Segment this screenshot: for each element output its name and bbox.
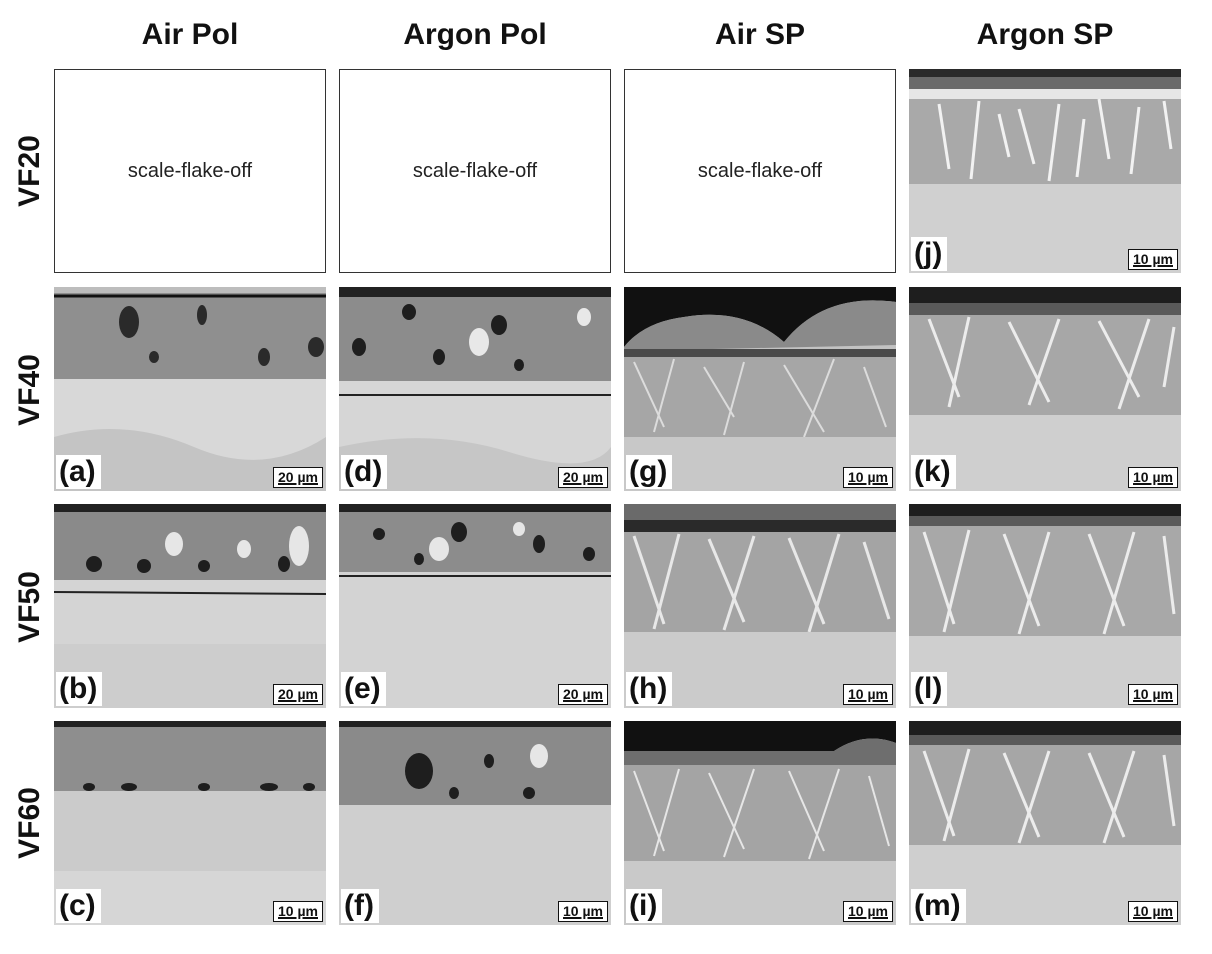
scale-bar-label: 20 µm: [563, 686, 603, 702]
micrograph-image: [909, 721, 1181, 925]
scale-bar-label: 20 µm: [278, 686, 318, 702]
column-header-air-sp: Air SP: [714, 18, 806, 51]
column-header-argon-pol: Argon Pol: [403, 18, 547, 51]
panel-letter: (a): [56, 455, 101, 489]
panel-c: (c) 10 µm: [54, 721, 326, 925]
micrograph-image: [909, 287, 1181, 491]
scale-bar-label: 10 µm: [848, 686, 888, 702]
micrograph-image: [339, 287, 611, 491]
scale-bar: 10 µm: [843, 467, 893, 488]
column-header-argon-sp: Argon SP: [976, 18, 1114, 51]
panel-letter: (l): [911, 672, 948, 706]
panel-k: (k) 10 µm: [909, 287, 1181, 491]
micrograph-image: [909, 504, 1181, 708]
scale-bar: 10 µm: [843, 684, 893, 705]
panel-letter: (d): [341, 455, 388, 489]
panel-f: (f) 10 µm: [339, 721, 611, 925]
scale-bar: 10 µm: [843, 901, 893, 922]
panel-i: (i) 10 µm: [624, 721, 896, 925]
panel-l: (l) 10 µm: [909, 504, 1181, 708]
panel-h: (h) 10 µm: [624, 504, 896, 708]
scale-bar: 20 µm: [558, 684, 608, 705]
panel-letter: (h): [626, 672, 673, 706]
scale-bar: 20 µm: [273, 467, 323, 488]
scale-bar-label: 10 µm: [278, 903, 318, 919]
scale-bar-label: 10 µm: [563, 903, 603, 919]
panel-vf20-air-pol: scale-flake-off: [54, 69, 326, 273]
row-header-vf20: VF20: [13, 135, 46, 207]
micrograph-image: [624, 504, 896, 708]
scale-bar: 10 µm: [558, 901, 608, 922]
scale-bar-label: 10 µm: [1133, 903, 1173, 919]
scale-flake-off-label: scale-flake-off: [697, 160, 823, 182]
scale-bar-label: 10 µm: [1133, 469, 1173, 485]
panel-e: (e) 20 µm: [339, 504, 611, 708]
panel-vf20-air-sp: scale-flake-off: [624, 69, 896, 273]
scale-flake-off-label: scale-flake-off: [412, 160, 538, 182]
micrograph-image: [54, 504, 326, 708]
scale-bar-label: 20 µm: [278, 469, 318, 485]
panel-b: (b) 20 µm: [54, 504, 326, 708]
micrograph-image: [624, 721, 896, 925]
scale-bar-label: 10 µm: [1133, 251, 1173, 267]
panel-letter: (j): [911, 237, 948, 271]
panel-letter: (b): [56, 672, 103, 706]
scale-bar: 10 µm: [1128, 901, 1178, 922]
scale-bar: 10 µm: [1128, 684, 1178, 705]
micrograph-image: [54, 721, 326, 925]
row-header-vf50: VF50: [13, 571, 46, 643]
micrograph-image: [909, 69, 1181, 273]
row-header-vf60: VF60: [13, 787, 46, 859]
scale-flake-off-label: scale-flake-off: [127, 160, 253, 182]
panel-letter: (i): [626, 889, 663, 923]
panel-letter: (k): [911, 455, 956, 489]
scale-bar: 20 µm: [558, 467, 608, 488]
panel-vf20-argon-pol: scale-flake-off: [339, 69, 611, 273]
scale-bar: 10 µm: [1128, 467, 1178, 488]
row-header-vf40: VF40: [13, 354, 46, 426]
scale-bar: 10 µm: [273, 901, 323, 922]
panel-g: (g) 10 µm: [624, 287, 896, 491]
panel-a: (a) 20 µm: [54, 287, 326, 491]
micrograph-image: [339, 721, 611, 925]
panel-letter: (c): [56, 889, 101, 923]
panel-letter: (m): [911, 889, 966, 923]
panel-letter: (f): [341, 889, 379, 923]
panel-letter: (e): [341, 672, 386, 706]
column-header-air-pol: Air Pol: [141, 18, 239, 51]
scale-bar-label: 10 µm: [848, 469, 888, 485]
scale-bar-label: 20 µm: [563, 469, 603, 485]
scale-bar-label: 10 µm: [848, 903, 888, 919]
panel-j: (j) 10 µm: [909, 69, 1181, 273]
panel-d: (d) 20 µm: [339, 287, 611, 491]
scale-bar: 10 µm: [1128, 249, 1178, 270]
panel-letter: (g): [626, 455, 673, 489]
scale-bar-label: 10 µm: [1133, 686, 1173, 702]
panel-m: (m) 10 µm: [909, 721, 1181, 925]
scale-bar: 20 µm: [273, 684, 323, 705]
